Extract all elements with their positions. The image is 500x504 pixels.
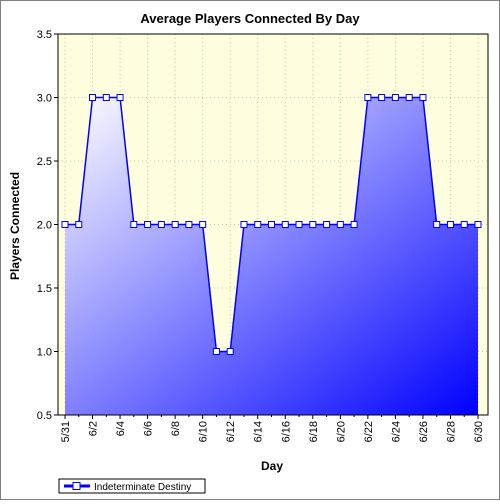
data-point-6/27 bbox=[433, 221, 441, 228]
y-tick-label: 1.0 bbox=[37, 347, 52, 359]
x-tick-label: 5/31 bbox=[60, 421, 72, 442]
data-point-6/8 bbox=[171, 221, 179, 228]
x-tick-label: 6/26 bbox=[418, 421, 430, 442]
data-point-6/5 bbox=[130, 221, 138, 228]
x-tick-label: 6/14 bbox=[253, 421, 265, 442]
data-point-6/11 bbox=[212, 348, 220, 355]
data-point-6/18 bbox=[309, 221, 317, 228]
data-point-6/1 bbox=[75, 221, 83, 228]
series-markers bbox=[61, 94, 482, 355]
data-point-6/30 bbox=[474, 221, 482, 228]
data-point-6/22 bbox=[364, 94, 372, 101]
data-point-6/14 bbox=[254, 221, 262, 228]
data-point-6/28 bbox=[446, 221, 454, 228]
x-tick-label: 6/10 bbox=[198, 421, 210, 442]
y-tick-label: 1.5 bbox=[37, 283, 52, 295]
y-tick-label: 2.5 bbox=[37, 156, 52, 168]
series-area bbox=[65, 97, 478, 415]
data-point-6/29 bbox=[460, 221, 468, 228]
x-axis-label: Day bbox=[261, 459, 283, 473]
chart-title: Average Players Connected By Day bbox=[140, 11, 360, 26]
x-tick-label: 6/20 bbox=[335, 421, 347, 442]
data-point-6/24 bbox=[391, 94, 399, 101]
data-point-6/12 bbox=[226, 348, 234, 355]
data-point-6/10 bbox=[199, 221, 207, 228]
data-point-6/2 bbox=[89, 94, 97, 101]
data-point-6/7 bbox=[157, 221, 165, 228]
y-tick-label: 3.0 bbox=[37, 93, 52, 105]
legend: Indeterminate Destiny bbox=[58, 478, 206, 494]
x-tick-label: 6/4 bbox=[115, 421, 127, 436]
data-point-6/3 bbox=[102, 94, 110, 101]
data-point-6/20 bbox=[336, 221, 344, 228]
data-point-6/26 bbox=[419, 94, 427, 101]
y-axis-label: Players Connected bbox=[8, 172, 22, 280]
data-point-6/9 bbox=[185, 221, 193, 228]
legend-box bbox=[58, 478, 206, 494]
data-point-6/13 bbox=[240, 221, 248, 228]
y-tick-label: 2.0 bbox=[37, 220, 52, 232]
legend-swatch-marker bbox=[72, 482, 81, 490]
data-point-5/31 bbox=[61, 221, 69, 228]
x-tick-label: 6/8 bbox=[170, 421, 182, 436]
data-point-6/15 bbox=[268, 221, 275, 228]
data-point-6/4 bbox=[116, 94, 124, 101]
data-point-6/21 bbox=[350, 221, 358, 228]
data-point-6/6 bbox=[144, 221, 152, 228]
x-tick-label: 6/6 bbox=[143, 421, 155, 436]
x-tick-label: 6/2 bbox=[88, 421, 100, 436]
legend-entry: Indeterminate Destiny bbox=[94, 482, 191, 493]
x-tick-label: 6/18 bbox=[308, 421, 320, 442]
data-point-6/23 bbox=[378, 94, 386, 101]
x-tick-label: 6/24 bbox=[390, 421, 402, 442]
x-axis-ticks: 5/31 6/2 6/4 6/6 6/8 6/10 6/12 6/14 6/16 6/18 6/20… bbox=[60, 415, 485, 442]
data-point-6/17 bbox=[295, 221, 303, 228]
data-point-6/19 bbox=[323, 221, 331, 228]
x-tick-label: 6/30 bbox=[473, 421, 485, 442]
y-axis-ticks: 0.5 1.0 1.5 2.0 2.5 3.0 3.5 bbox=[37, 29, 58, 422]
data-point-6/25 bbox=[405, 94, 413, 101]
x-tick-label: 6/22 bbox=[363, 421, 375, 442]
x-tick-label: 6/16 bbox=[280, 421, 292, 442]
y-tick-label: 3.5 bbox=[37, 29, 52, 41]
x-tick-label: 6/28 bbox=[445, 421, 457, 442]
x-tick-label: 6/12 bbox=[225, 421, 237, 442]
y-tick-label: 0.5 bbox=[37, 410, 52, 422]
data-point-6/16 bbox=[281, 221, 289, 228]
